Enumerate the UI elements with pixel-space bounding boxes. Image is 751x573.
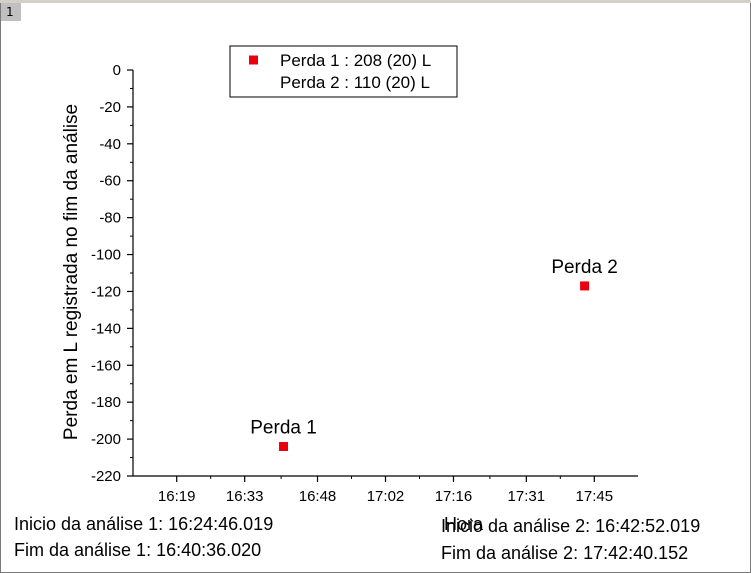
x-tick-label: 17:31 — [508, 488, 546, 505]
y-tick-label: -160 — [91, 357, 121, 374]
y-tick-label: -220 — [91, 468, 121, 485]
data-point — [580, 281, 590, 291]
y-tick-label: -180 — [91, 394, 121, 411]
window-top-border — [0, 0, 751, 3]
x-tick-label: 16:19 — [158, 488, 196, 505]
y-ticks: 0 -20 -40 -60 -80 -100 -120 -140 -160 -180 -200 -22… — [91, 62, 133, 485]
legend-entry: Perda 1 : 208 (20) L — [280, 51, 431, 70]
data-point-label: Perda 2 — [551, 257, 618, 278]
analysis-1-start-note: Inicio da análise 1: 16:24:46.019 — [14, 514, 274, 534]
y-tick-label: -140 — [91, 320, 121, 337]
x-tick-label: 16:48 — [299, 488, 337, 505]
x-tick-label: 17:16 — [435, 488, 473, 505]
data-points: Perda 1 Perda 2 — [250, 257, 618, 451]
y-tick-label: -20 — [99, 99, 121, 116]
y-tick-label: -100 — [91, 247, 121, 264]
x-tick-label: 17:02 — [367, 488, 405, 505]
legend-entry: Perda 2 : 110 (20) L — [280, 73, 430, 92]
analysis-2-start-note: Inicio da análise 2: 16:42:52.019 — [441, 516, 701, 536]
analysis-2-end-note: Fim da análise 2: 17:42:40.152 — [441, 543, 689, 563]
y-tick-label: -120 — [91, 283, 121, 300]
y-tick-label: -60 — [99, 173, 121, 190]
y-tick-label: -200 — [91, 431, 121, 448]
x-tick-label: 17:45 — [576, 488, 614, 505]
x-axis-label: Hora — [444, 514, 484, 534]
y-tick-label: -40 — [99, 136, 121, 153]
y-tick-label: 0 — [113, 62, 121, 79]
legend: Perda 1 : 208 (20) L Perda 2 : 110 (20) L — [229, 45, 458, 98]
data-point — [279, 441, 289, 451]
x-ticks: 16:19 16:33 16:48 17:02 17:16 17:31 17:45 — [158, 476, 613, 505]
y-tick-label: -80 — [99, 210, 121, 227]
y-axis-label: Perda em L registrada no fim da análise — [61, 104, 82, 440]
layer-tab[interactable]: 1 — [1, 3, 21, 21]
analysis-1-end-note: Fim da análise 1: 16:40:36.020 — [14, 540, 262, 560]
data-point-label: Perda 1 — [250, 417, 317, 438]
legend-box — [229, 45, 458, 98]
legend-marker — [249, 55, 258, 65]
x-tick-label: 16:33 — [226, 488, 264, 505]
